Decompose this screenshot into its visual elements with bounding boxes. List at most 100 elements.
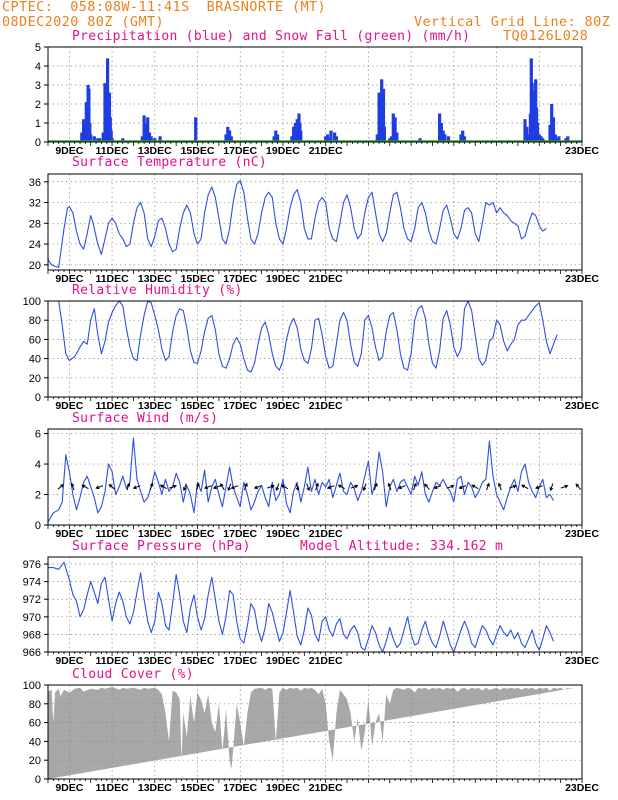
wind-arrow xyxy=(169,485,177,489)
wind-arrow-head xyxy=(275,487,280,492)
y-tick-label: 2 xyxy=(35,99,41,111)
wind-arrow-head xyxy=(95,485,100,490)
wind-arrow-head xyxy=(149,482,154,487)
precip-bar xyxy=(158,136,162,142)
x-tick-label: 21DEC xyxy=(309,782,343,794)
wind-arrow-head xyxy=(424,483,428,488)
y-tick-label: 20 xyxy=(29,260,41,272)
precip-bar xyxy=(146,117,150,142)
x-tick-label: 15DEC xyxy=(181,145,215,157)
x-tick-label: 9DEC xyxy=(55,273,83,285)
x-tick-label: 19DEC xyxy=(266,782,300,794)
y-tick-label: 80 xyxy=(29,315,41,327)
header-location: CPTEC: 058:08W-11:41S BRASNORTE (MT) xyxy=(2,0,327,15)
wind-arrow-head xyxy=(212,485,217,490)
precip-title: Precipitation (blue) and Snow Fall (gree… xyxy=(72,29,471,44)
x-tick-label: 19DEC xyxy=(266,655,300,667)
x-tick-label: 13DEC xyxy=(138,273,172,285)
precip-bar xyxy=(147,132,152,142)
x-tick-label: 13DEC xyxy=(138,145,172,157)
precip-bar xyxy=(149,136,153,142)
y-tick-label: 966 xyxy=(23,647,41,659)
precip-bar xyxy=(140,136,144,142)
wind-arrow-head xyxy=(70,482,75,487)
wind-arrow-head xyxy=(564,484,569,489)
wind-arrow xyxy=(560,485,568,489)
wind-arrow xyxy=(388,483,392,491)
precip-bar xyxy=(290,136,294,142)
wind-arrow-head xyxy=(498,482,502,487)
x-tick-label: 19DEC xyxy=(266,528,300,540)
y-tick-label: 0 xyxy=(35,520,41,532)
x-tick-label: 11DEC xyxy=(95,528,129,540)
y-tick-label: 80 xyxy=(29,699,41,711)
y-tick-label: 0 xyxy=(35,392,41,404)
precip-bar xyxy=(459,134,463,142)
x-tick-label: 13DEC xyxy=(138,528,172,540)
x-tick-label: 19DEC xyxy=(266,400,300,412)
y-tick-label: 24 xyxy=(29,239,41,251)
precip-bar xyxy=(327,138,331,142)
y-tick-label: 3 xyxy=(35,80,41,92)
precip-bar xyxy=(393,117,397,142)
precip-bar xyxy=(110,138,114,142)
wind-arrow xyxy=(231,485,239,489)
precip-bar xyxy=(229,136,233,142)
wind-arrow-head xyxy=(413,482,417,487)
wind-arrow xyxy=(509,485,517,489)
precip-bar xyxy=(461,130,465,142)
wind-arrow-head xyxy=(387,482,392,487)
precip-bar xyxy=(438,113,442,142)
panel-rh: 0 20 40 60 80 100 9DEC 11DEC 13DEC 15DEC 17DEC 19DE… xyxy=(23,296,600,412)
x-tick-label: 9DEC xyxy=(55,145,83,157)
precip-bar xyxy=(103,83,107,142)
precip-bar xyxy=(276,134,280,142)
wind-arrow-head xyxy=(126,482,131,487)
x-tick-label: 21DEC xyxy=(309,528,343,540)
wind-arrow xyxy=(434,485,442,489)
precip-bar xyxy=(324,136,328,142)
precip-bar xyxy=(389,136,394,142)
wind-arrow-head xyxy=(521,484,525,488)
precip-bar xyxy=(293,123,297,142)
precip-bar xyxy=(226,126,230,142)
wind-arrow xyxy=(363,483,367,491)
wind-arrow xyxy=(204,485,212,489)
x-tick-label: 19DEC xyxy=(266,273,300,285)
wind-arrow xyxy=(227,483,232,491)
x-tick-label: 13DEC xyxy=(138,400,172,412)
precip-bar xyxy=(395,132,399,142)
pres-series-line xyxy=(48,561,555,653)
precip-bar xyxy=(527,134,531,142)
wind-arrow xyxy=(338,484,345,490)
precip-bar xyxy=(333,132,337,142)
y-tick-label: 972 xyxy=(23,594,41,606)
wind-arrow xyxy=(550,483,554,491)
header-vertical-grid: Vertical Grid Line: 80Z xyxy=(414,14,611,30)
precip-bar xyxy=(439,123,443,142)
wind-arrow-head xyxy=(159,484,164,488)
precip-bar xyxy=(441,130,445,142)
precip-bar xyxy=(381,88,386,142)
precip-bar xyxy=(418,138,422,142)
wind-arrow xyxy=(71,483,75,491)
precip-bar xyxy=(329,130,333,142)
wind-arrow xyxy=(306,483,310,491)
precip-bar xyxy=(523,119,527,142)
wind-arrow-head xyxy=(575,483,580,488)
precip-bar xyxy=(548,124,552,142)
x-tick-label: 17DEC xyxy=(223,273,257,285)
y-tick-label: 1 xyxy=(35,118,41,130)
wind-arrow-head xyxy=(374,482,378,487)
x-tick-label: 23DEC xyxy=(565,273,599,285)
wind-arrow-head xyxy=(315,482,319,487)
precip-bar xyxy=(525,126,529,142)
precip-bar xyxy=(377,92,381,142)
precip-bar xyxy=(92,136,96,142)
x-tick-label: 21DEC xyxy=(309,655,343,667)
temp-title: Surface Temperature (nC) xyxy=(72,155,268,170)
precip-bar xyxy=(532,90,536,142)
x-tick-label: 11DEC xyxy=(95,655,129,667)
wind-arrow-head xyxy=(280,484,285,488)
panel-pres: 966 968 970 972 974 976 9DEC 11DEC 13DEC 15DEC 17D… xyxy=(23,556,599,667)
